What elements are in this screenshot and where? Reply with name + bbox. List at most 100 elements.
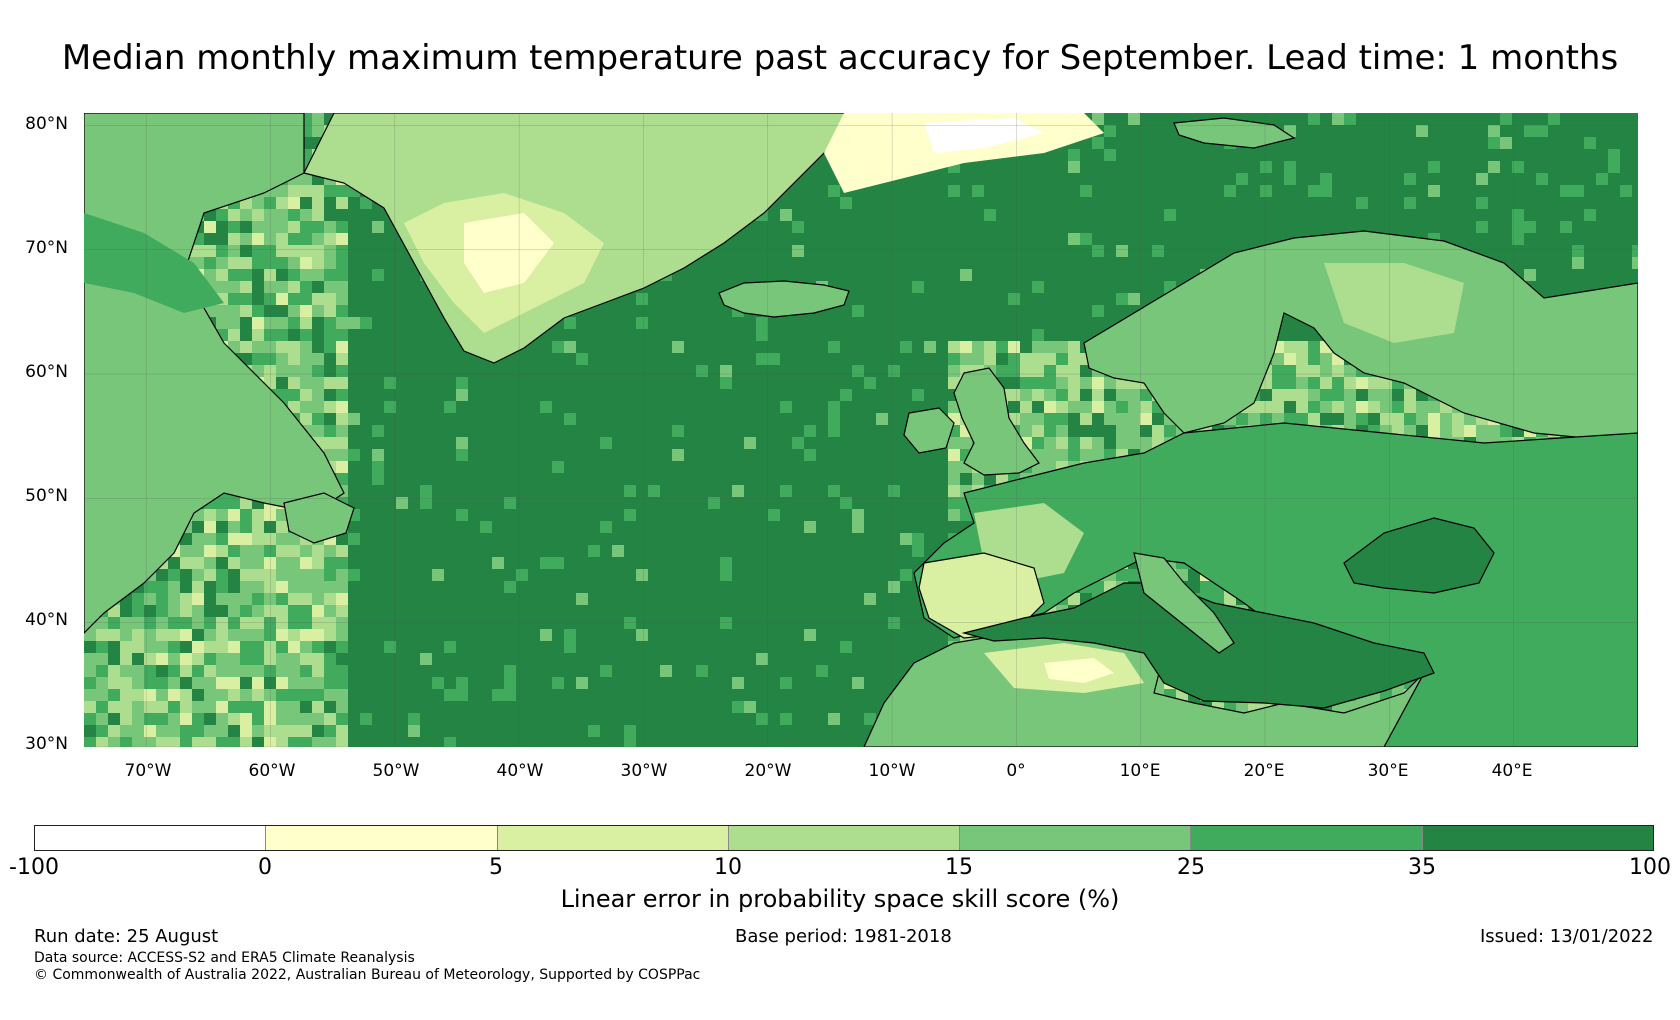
grid-cell: [744, 437, 756, 449]
grid-cell: [240, 689, 252, 701]
grid-cell: [264, 509, 276, 521]
grid-cell: [1440, 425, 1452, 437]
grid-cell: [264, 293, 276, 305]
grid-cell: [1044, 353, 1056, 365]
grid-cell: [264, 197, 276, 209]
grid-cell: [228, 605, 240, 617]
colorbar-tick-100: 100: [1629, 855, 1671, 880]
grid-cell: [300, 629, 312, 641]
grid-cell: [1032, 425, 1044, 437]
grid-cell: [156, 701, 168, 713]
grid-cell: [84, 677, 96, 689]
grid-cell: [564, 413, 576, 425]
grid-cell: [360, 713, 372, 725]
grid-cell: [84, 629, 96, 641]
grid-cell: [324, 377, 336, 389]
grid-cell: [564, 317, 576, 329]
grid-cell: [1212, 593, 1224, 605]
grid-cell: [168, 617, 180, 629]
grid-cell: [1092, 437, 1104, 449]
grid-cell: [312, 653, 324, 665]
newfoundland-region: [283, 492, 355, 544]
grid-cell: [168, 689, 180, 701]
grid-cell: [204, 545, 216, 557]
grid-cell: [120, 701, 132, 713]
grid-cell: [444, 689, 456, 701]
grid-cell: [1128, 389, 1140, 401]
grid-cell: [336, 593, 348, 605]
grid-cell: [264, 329, 276, 341]
grid-cell: [1032, 413, 1044, 425]
grid-cell: [288, 701, 300, 713]
grid-cell: [504, 581, 516, 593]
grid-cell: [636, 293, 648, 305]
grid-cell: [264, 533, 276, 545]
grid-cell: [228, 617, 240, 629]
grid-cell: [816, 665, 828, 677]
grid-cell: [1380, 377, 1392, 389]
grid-cell: [312, 125, 324, 137]
grid-cell: [216, 497, 228, 509]
grid-cell: [240, 701, 252, 713]
black-sea: [1343, 517, 1495, 594]
grid-cell: [372, 461, 384, 473]
grid-cell: [348, 569, 360, 581]
grid-cell: [300, 365, 312, 377]
grid-cell: [1056, 437, 1068, 449]
grid-cell: [336, 713, 348, 725]
grid-cell: [336, 617, 348, 629]
grid-cell: [312, 353, 324, 365]
grid-cell: [1380, 389, 1392, 401]
grid-cell: [1032, 365, 1044, 377]
grid-cell: [300, 581, 312, 593]
grid-cell: [1068, 149, 1080, 161]
grid-cell: [324, 665, 336, 677]
grid-cell: [492, 557, 504, 569]
grid-cell: [96, 713, 108, 725]
grid-cell: [1044, 413, 1056, 425]
grid-cell: [336, 545, 348, 557]
grid-cell: [144, 653, 156, 665]
grid-cell: [324, 437, 336, 449]
grid-cell: [288, 245, 300, 257]
grid-cell: [204, 641, 216, 653]
grid-cell: [276, 257, 288, 269]
sahara-core: [1044, 658, 1114, 683]
grid-cell: [624, 725, 636, 737]
grid-cell: [324, 629, 336, 641]
grid-cell: [756, 653, 768, 665]
grid-cell: [288, 365, 300, 377]
grid-cell: [288, 533, 300, 545]
grid-cell: [144, 701, 156, 713]
grid-cell: [240, 725, 252, 737]
grid-cell: [312, 233, 324, 245]
grid-cell: [288, 713, 300, 725]
grid-cell: [168, 629, 180, 641]
grid-cell: [1308, 377, 1320, 389]
grid-cell: [324, 233, 336, 245]
grid-cell: [1404, 173, 1416, 185]
grid-cell: [228, 665, 240, 677]
grid-cell: [180, 689, 192, 701]
grid-cell: [336, 185, 348, 197]
grid-cell: [948, 341, 960, 353]
grid-cell: [1632, 245, 1638, 257]
grid-cell: [252, 521, 264, 533]
grid-cell: [240, 209, 252, 221]
grid-cell: [1128, 413, 1140, 425]
grid-cell: [216, 593, 228, 605]
grid-cell: [804, 449, 816, 461]
grid-cell: [1068, 233, 1080, 245]
grid-cell: [240, 269, 252, 281]
lon-label-20w: 20°W: [744, 761, 792, 781]
grid-cell: [120, 641, 132, 653]
grid-cell: [984, 209, 996, 221]
grid-cell: [204, 257, 216, 269]
grid-cell: [120, 677, 132, 689]
grid-cell: [900, 533, 912, 545]
grid-cell: [732, 677, 744, 689]
grid-cell: [840, 641, 852, 653]
grid-cell: [312, 389, 324, 401]
grid-cell: [336, 341, 348, 353]
grid-cell: [348, 317, 360, 329]
